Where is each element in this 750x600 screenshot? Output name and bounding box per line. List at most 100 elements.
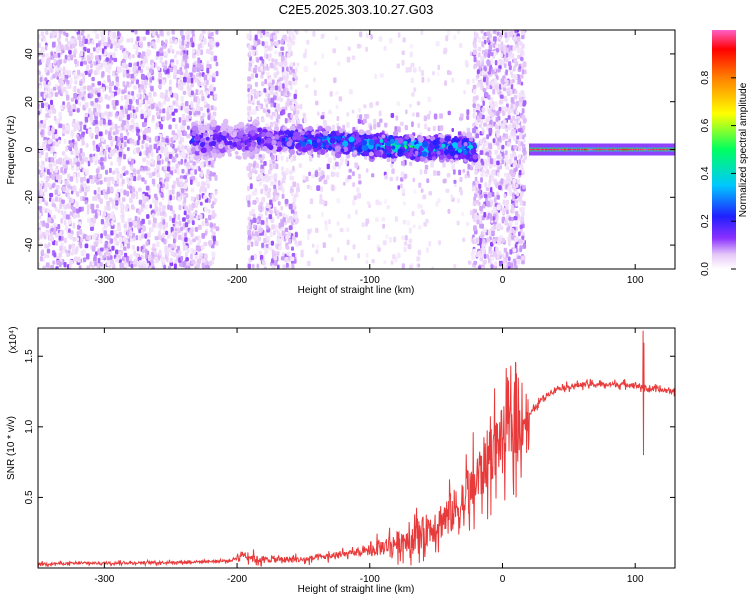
spectrogram-cell	[143, 129, 147, 134]
spectrogram-cell	[267, 82, 272, 87]
spectrogram-cell	[80, 92, 84, 98]
spectrogram-cell	[55, 142, 59, 147]
spectrogram-cell	[117, 31, 120, 37]
spectrogram-cell	[90, 179, 95, 184]
spectrogram-cell	[374, 73, 377, 80]
spectrogram-cell	[255, 162, 259, 169]
spectrogram-cell	[70, 54, 74, 61]
spectrogram-cell	[206, 63, 210, 70]
spectrogram-cell	[104, 129, 108, 135]
spectrogram-cell	[279, 77, 283, 82]
spectrogram-cell	[506, 47, 509, 53]
spectrogram-cell	[367, 234, 371, 241]
spectrogram-cell	[493, 197, 497, 203]
spectrogram-cell	[311, 174, 315, 179]
spectrogram-cell	[38, 205, 43, 211]
spectrogram-cell	[477, 52, 481, 58]
spectrogram-cell	[190, 90, 194, 96]
spectrogram-cell	[55, 240, 58, 246]
spectrogram-cell	[162, 233, 166, 239]
spectrogram-cell	[523, 155, 527, 160]
spectrogram-cell	[95, 241, 98, 247]
spectrogram-cell	[86, 208, 90, 215]
spectrogram-cell	[87, 217, 91, 223]
spectrogram-cell	[348, 89, 353, 95]
spectrogram-cell	[144, 180, 147, 185]
spectrogram-cell	[113, 32, 117, 38]
spectrogram-cell	[193, 36, 196, 42]
spectrogram-cell	[92, 145, 96, 152]
spectrogram-cell	[192, 161, 196, 166]
spectrogram-cell	[69, 259, 73, 265]
spectrogram-cell	[504, 220, 508, 226]
spectrogram-cell	[191, 202, 196, 209]
spectrogram-cell	[518, 196, 522, 203]
spectrogram-cell	[104, 111, 108, 116]
spectrogram-cell	[269, 199, 273, 205]
spectrogram-cell	[119, 45, 124, 51]
spectrogram-cell	[343, 181, 346, 186]
spectrogram-cell	[491, 230, 495, 237]
spectrogram-cell	[518, 169, 522, 176]
spectrogram-cell	[276, 214, 280, 219]
spectrogram-cell	[84, 103, 89, 108]
spectrogram-cell	[190, 171, 195, 177]
spectrogram-cell	[191, 220, 195, 226]
spectrogram-cell	[478, 250, 481, 257]
spectrogram-cell	[208, 214, 212, 221]
spectrogram-cell	[347, 214, 351, 219]
spectrogram-cell	[331, 185, 335, 192]
spectrogram-cell	[153, 91, 157, 97]
spectrogram-cell	[327, 157, 332, 163]
spectrogram-cell	[165, 89, 169, 95]
spectrogram-cell	[248, 66, 251, 72]
spectrogram-cell	[508, 216, 512, 221]
spectrogram-cell	[251, 59, 254, 64]
spectrogram-cell	[305, 176, 309, 182]
spectrogram-cell	[83, 257, 87, 263]
spectrogram-cell	[427, 77, 430, 83]
spectrogram-cell	[500, 52, 504, 58]
spectrogram-cell	[252, 99, 255, 104]
spectrogram-cell	[40, 46, 45, 53]
spectrogram-cell	[111, 100, 116, 106]
spectrogram-cell	[466, 115, 470, 120]
spectrogram-cell	[294, 231, 298, 238]
spectrogram-cell	[45, 113, 50, 118]
spectrogram-cell	[120, 132, 123, 139]
spectrogram-cell	[475, 133, 479, 139]
spectrogram-cell	[162, 258, 166, 263]
spectrogram-cell	[62, 186, 66, 192]
spectrogram-cell	[246, 194, 250, 201]
spectrogram-cell	[252, 200, 256, 205]
spectrogram-cell	[79, 164, 82, 170]
spectrogram-cell	[178, 38, 183, 45]
spectrogram-cell	[284, 118, 288, 124]
spectrogram-cell	[519, 74, 524, 79]
spectrogram-cell	[42, 123, 46, 129]
spectrogram-cell	[295, 192, 299, 198]
spectrogram-cell	[178, 140, 182, 145]
spectrogram-cell	[79, 148, 83, 154]
spectrogram-cell	[173, 238, 176, 244]
spectrogram-cell	[142, 89, 146, 93]
spectrogram-cell	[98, 142, 102, 148]
spectrogram-cell	[161, 210, 166, 216]
spectrogram-cell	[81, 72, 86, 77]
spectrogram-cell	[60, 210, 64, 215]
spectrogram-cell	[313, 89, 317, 96]
spectrogram-cell	[79, 50, 84, 57]
spectrogram-cell	[353, 195, 358, 200]
spectrogram-cell	[69, 38, 74, 44]
spectrogram-cell	[475, 106, 480, 111]
spectrogram-cell	[402, 201, 407, 206]
spectrogram-cell	[264, 174, 269, 179]
spectrogram-cell	[127, 114, 131, 120]
spectrogram-cell	[102, 86, 105, 93]
spectrogram-cell	[126, 147, 130, 152]
spectrogram-cell	[55, 174, 59, 180]
spectrogram-cell	[344, 255, 347, 261]
spectrogram-cell	[74, 80, 78, 85]
spectrogram-marks	[38, 30, 675, 269]
spectrogram-cell	[176, 147, 180, 152]
